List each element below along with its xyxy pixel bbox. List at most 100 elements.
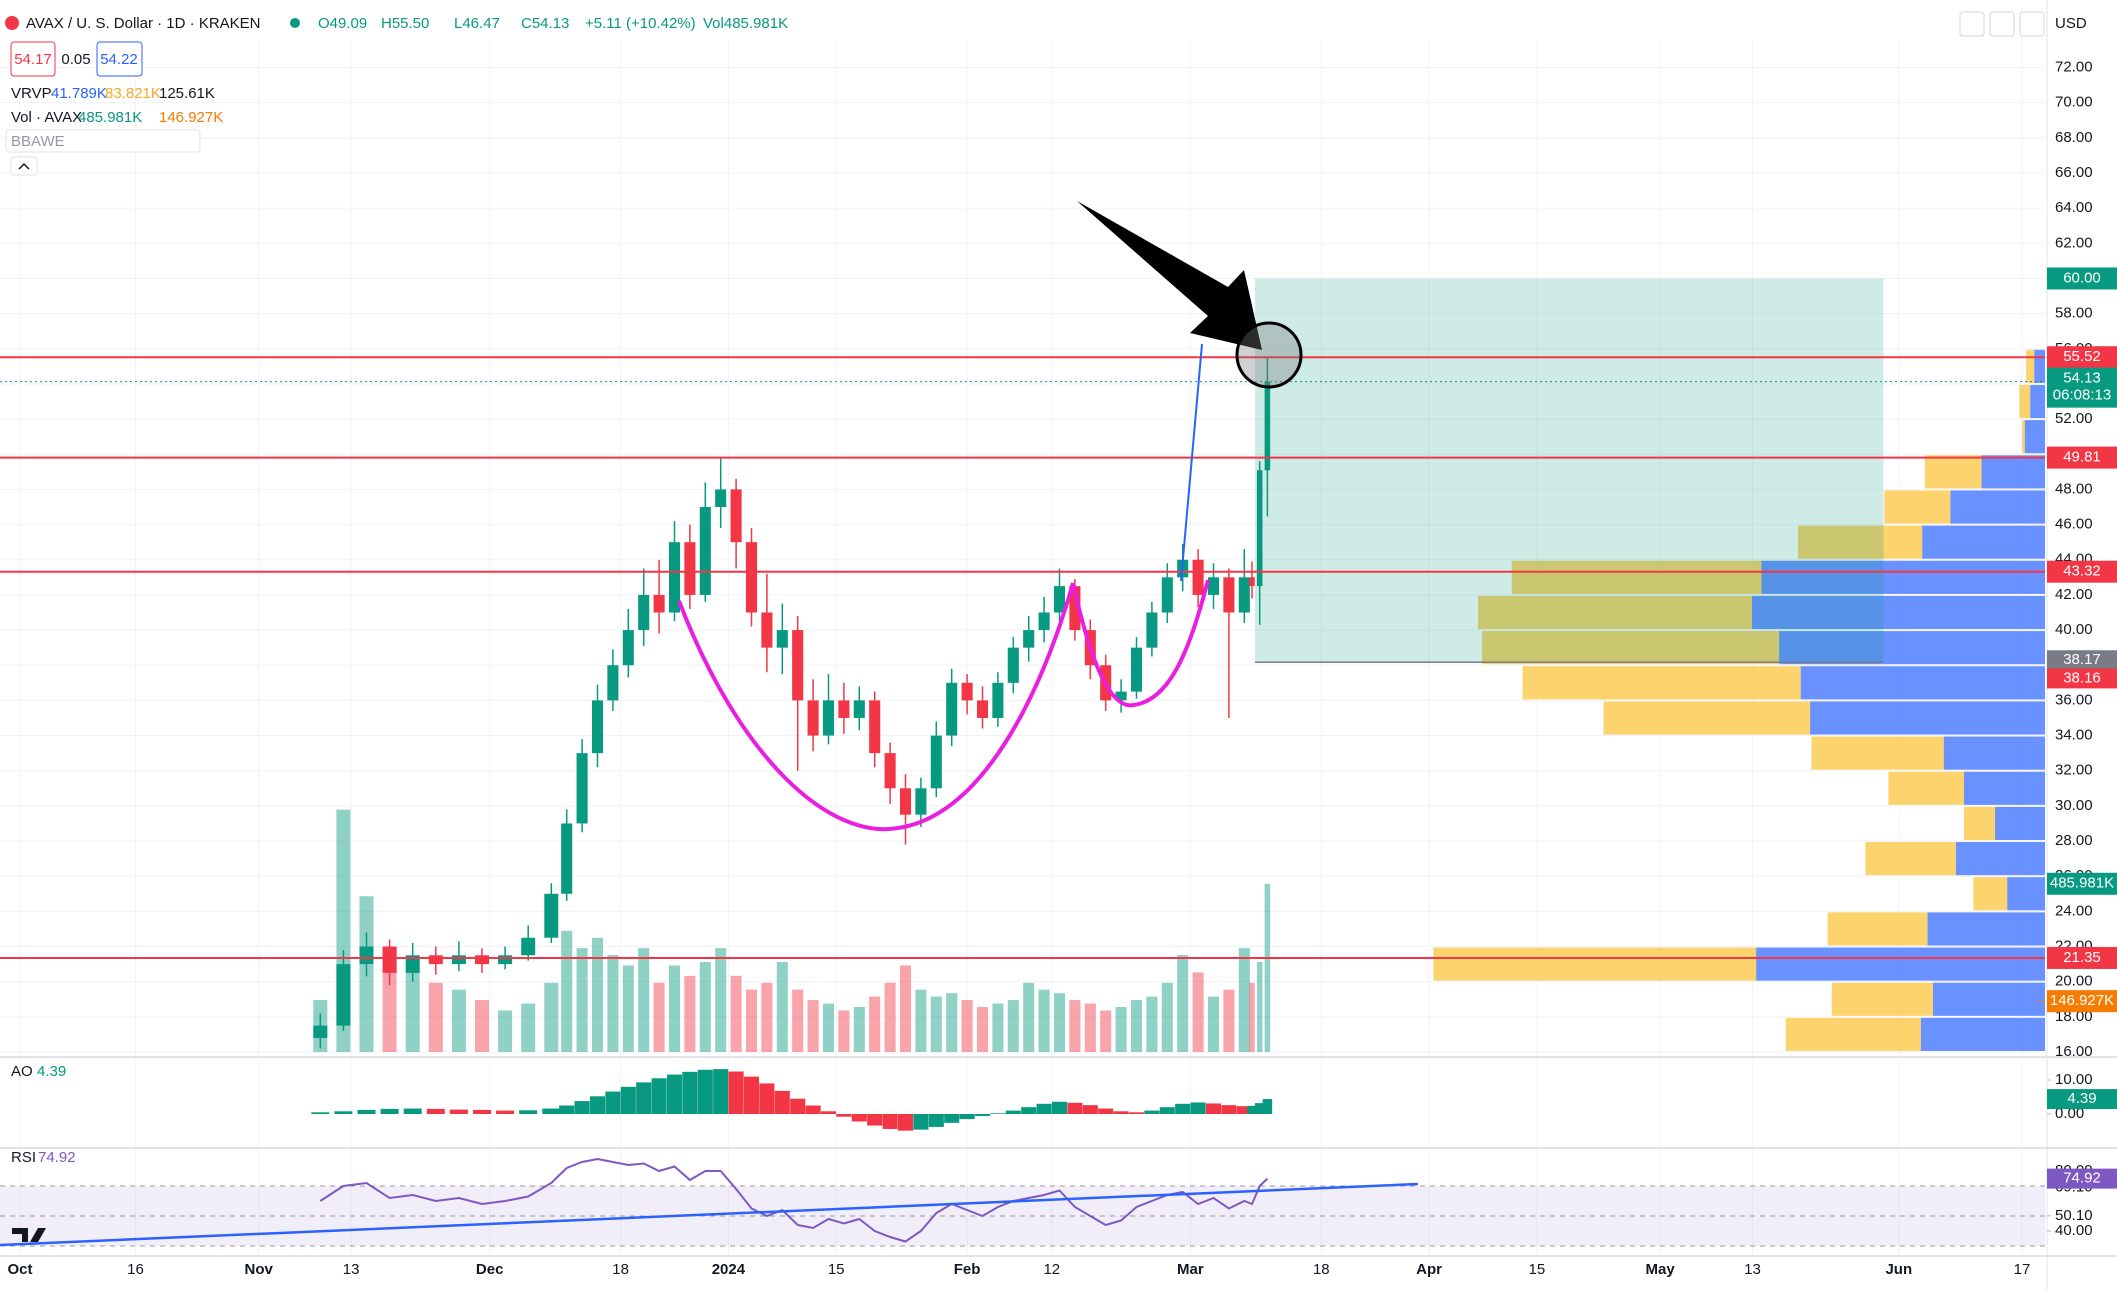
- vrvp-up: [1922, 525, 2045, 559]
- volume-label-bg: [2047, 872, 2117, 895]
- vrvp-down: [1924, 455, 1982, 489]
- ao-bar: [959, 1114, 975, 1120]
- ao-bar: [1128, 1112, 1145, 1114]
- candle-body: [792, 630, 804, 701]
- low: L46.47: [454, 15, 500, 32]
- volume-bar: [405, 965, 420, 1052]
- vrvp-down: [1785, 1017, 1921, 1051]
- volume-bar: [475, 1000, 489, 1052]
- candle-body: [715, 489, 727, 508]
- candle-body: [622, 630, 634, 666]
- ao-value: 4.39: [37, 1063, 66, 1080]
- collapse-button[interactable]: [10, 156, 38, 176]
- y-tick-label: 64.00: [2055, 199, 2093, 216]
- ao-bar: [820, 1111, 837, 1114]
- ao-last-label-bg: [2047, 1089, 2117, 1110]
- vrvp-up: [1950, 490, 2045, 524]
- currency[interactable]: USD: [2055, 15, 2087, 32]
- ao-bar: [728, 1071, 744, 1114]
- vrvp-up: [2030, 384, 2045, 419]
- toolbar-button[interactable]: [2019, 11, 2045, 37]
- arrow: [1077, 201, 1262, 350]
- volume-bar: [1023, 982, 1035, 1052]
- ask[interactable]: 54.22: [100, 51, 138, 68]
- candle-body: [638, 594, 650, 631]
- volume-bar: [961, 1000, 973, 1052]
- vrvp-up: [1927, 912, 2045, 946]
- vol-value: 485.981K: [78, 109, 142, 126]
- ao-tick-label: 10.00: [2055, 1071, 2093, 1088]
- ao-bar: [1082, 1105, 1098, 1114]
- indicator-toolbar[interactable]: [5, 129, 201, 153]
- countdown: 06:08:13: [2053, 387, 2111, 404]
- volume-bar: [1115, 1007, 1127, 1052]
- change: +5.11 (+10.42%): [585, 15, 696, 32]
- sell-button[interactable]: [10, 41, 56, 77]
- candle-body: [730, 489, 742, 543]
- candle-body: [607, 665, 619, 701]
- volume-bar: [1177, 955, 1189, 1052]
- volume-bar: [807, 1000, 819, 1052]
- x-tick-label: Feb: [954, 1261, 981, 1278]
- vrvp-down: [2022, 420, 2025, 454]
- ao-bar: [605, 1091, 621, 1114]
- symbol-icon: [5, 16, 19, 30]
- vrvp-down: [1797, 525, 1923, 559]
- ao-bar: [519, 1110, 538, 1114]
- volume-bar: [1084, 1003, 1096, 1052]
- volume-bar: [992, 1003, 1004, 1052]
- vrvp-total: 125.61K: [159, 85, 215, 102]
- y-tick-label: 36.00: [2055, 691, 2093, 708]
- candle-body: [521, 937, 536, 956]
- vrvp-down: [1603, 701, 1811, 735]
- logo: [12, 1228, 46, 1242]
- y-tick-label: 58.00: [2055, 305, 2093, 322]
- x-tick-label: May: [1646, 1261, 1676, 1278]
- ao-bar: [334, 1111, 353, 1114]
- vrvp-down: [2026, 349, 2035, 383]
- vrvp-up: [1943, 736, 2045, 770]
- candle-body: [1238, 577, 1250, 613]
- rsi-tick-label: 40.00: [2055, 1222, 2093, 1239]
- volume-bar: [853, 1007, 865, 1052]
- volume-bar: [899, 965, 912, 1052]
- candle-body: [544, 893, 559, 938]
- vrvp-up: [1810, 701, 2045, 735]
- volume-bar: [622, 965, 634, 1052]
- y-tick-label: 70.00: [2055, 94, 2093, 111]
- ao-bar: [666, 1074, 683, 1114]
- vrvp-up: [1932, 982, 2045, 1016]
- volume-bar: [976, 1007, 989, 1052]
- x-tick-label: 17: [2014, 1261, 2031, 1278]
- volume-bar: [668, 965, 681, 1052]
- candle-body: [498, 955, 513, 965]
- candle-body: [869, 700, 881, 754]
- volume-bar: [498, 1010, 513, 1052]
- volume-label: 485.981K: [2050, 875, 2114, 892]
- vrvp-down: [1478, 595, 1753, 630]
- buy-button[interactable]: [96, 41, 143, 77]
- toolbar-button[interactable]: [1959, 11, 1985, 37]
- ao-bar: [743, 1076, 760, 1114]
- ao-bar: [559, 1105, 575, 1114]
- y-tick-label: 28.00: [2055, 832, 2093, 849]
- zone-bottom-label-bg: [2047, 650, 2117, 671]
- volume-bar: [776, 962, 788, 1052]
- candle-body: [1023, 630, 1035, 648]
- status-dot: [290, 18, 300, 28]
- vrvp-down: [1811, 736, 1944, 770]
- vrvp-up: 41.789K: [51, 85, 107, 102]
- ao-bar: [697, 1069, 713, 1114]
- vrvp-down: [1888, 771, 1964, 805]
- bid[interactable]: 54.17: [14, 51, 52, 68]
- ao-title: AO: [11, 1063, 33, 1080]
- ao-bar: [897, 1114, 914, 1131]
- vrvp-down: [1964, 806, 1996, 841]
- volume-bar: [1264, 883, 1271, 1052]
- candle-body: [336, 964, 351, 1026]
- ao-bar: [1175, 1103, 1191, 1114]
- toolbar-button[interactable]: [1989, 11, 2015, 37]
- candle-body: [961, 682, 973, 701]
- x-tick-label: 13: [1744, 1261, 1761, 1278]
- volume-bar: [1130, 1000, 1143, 1052]
